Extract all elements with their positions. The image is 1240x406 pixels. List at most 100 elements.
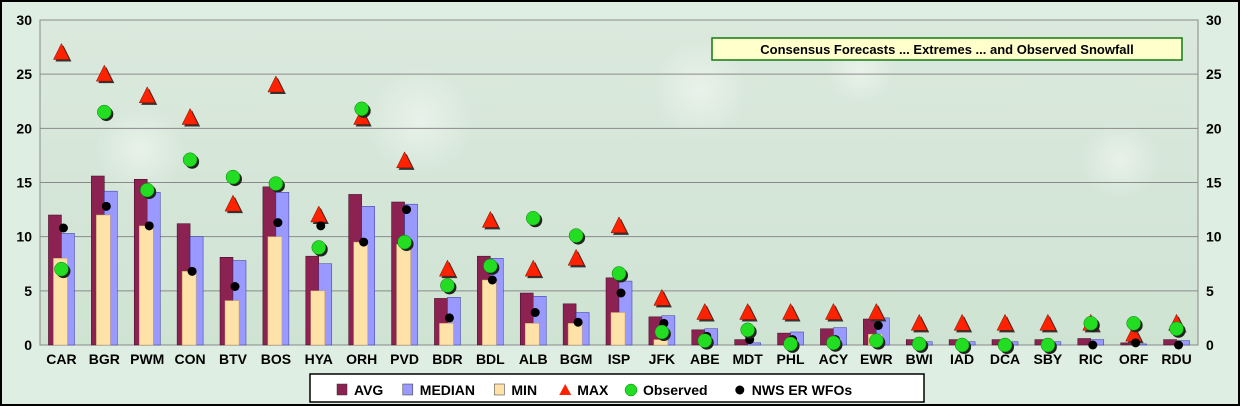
y-tick-label-left: 10 — [16, 229, 32, 245]
x-tick-label: IAD — [950, 351, 974, 367]
chart-title-box: Consensus Forecasts ... Extremes ... and… — [711, 37, 1183, 61]
x-tick-label: BTV — [219, 351, 248, 367]
marker-observed — [954, 337, 970, 353]
x-tick-label: ORH — [346, 351, 377, 367]
x-tick-label: MDT — [733, 351, 764, 367]
x-tick-label: ISP — [608, 351, 631, 367]
bar-min — [524, 323, 540, 346]
marker-nws — [316, 221, 326, 231]
marker-max — [567, 248, 585, 266]
marker-max — [953, 313, 971, 331]
bar-median — [747, 342, 761, 346]
marker-observed — [182, 152, 198, 167]
bar-min — [267, 236, 283, 346]
legend-label: Observed — [643, 382, 708, 398]
x-tick-label: ALB — [519, 351, 548, 367]
x-tick-label: EWR — [860, 351, 893, 367]
marker-observed — [268, 176, 284, 191]
marker-observed — [826, 335, 841, 351]
x-tick-label: BGM — [560, 351, 593, 367]
legend-label: MEDIAN — [420, 382, 475, 398]
marker-nws — [573, 317, 583, 327]
marker-nws — [444, 313, 454, 323]
y-tick-label-right: 10 — [1206, 229, 1222, 245]
marker-observed — [354, 101, 369, 117]
legend-symbol-nws — [735, 385, 745, 395]
bar-min — [53, 258, 68, 346]
bar-min — [181, 271, 197, 346]
x-tick-label: ORF — [1119, 351, 1149, 367]
marker-max — [138, 86, 156, 104]
x-tick-label: CON — [175, 351, 206, 367]
marker-observed — [654, 324, 670, 340]
x-tick-label: DCA — [990, 351, 1020, 367]
x-tick-label: PWM — [130, 351, 164, 367]
marker-max — [95, 64, 113, 82]
marker-max — [53, 42, 70, 60]
marker-observed — [440, 278, 455, 293]
y-axis-right: 0 5 10 15 20 25 30 — [1206, 12, 1222, 353]
marker-max — [224, 194, 242, 212]
marker-nws — [359, 237, 369, 247]
marker-observed — [568, 228, 584, 243]
marker-max — [867, 302, 885, 320]
x-tick-label: CAR — [46, 351, 76, 367]
marker-max — [610, 216, 628, 234]
x-tick-label: BGR — [89, 351, 120, 367]
marker-max — [524, 259, 542, 277]
marker-observed — [740, 322, 755, 338]
bar-min — [310, 290, 326, 346]
marker-observed — [783, 336, 798, 352]
y-tick-label-right: 0 — [1206, 337, 1214, 353]
marker-observed — [311, 240, 327, 255]
marker-observed — [997, 337, 1013, 353]
legend: AVG MEDIAN MIN MAX Observed NWS ER WFOs — [309, 373, 925, 403]
marker-nws — [487, 275, 497, 285]
y-tick-label-right: 30 — [1206, 12, 1222, 28]
marker-max — [481, 210, 499, 228]
marker-nws — [1088, 340, 1098, 350]
y-tick-label-right: 15 — [1206, 175, 1222, 191]
bar-min — [224, 300, 240, 346]
marker-observed — [483, 258, 498, 274]
x-tick-label: PHL — [777, 351, 805, 367]
marker-observed — [1169, 321, 1184, 336]
marker-nws — [101, 201, 111, 211]
bar-min — [482, 279, 497, 346]
marker-max — [181, 107, 199, 125]
legend-label: AVG — [354, 382, 383, 398]
marker-observed — [611, 266, 627, 281]
marker-observed — [869, 333, 884, 348]
marker-nws — [616, 288, 626, 298]
marker-nws — [1174, 340, 1184, 350]
bar-min — [567, 323, 583, 346]
bar-min — [353, 241, 368, 346]
marker-observed — [225, 169, 241, 185]
marker-max — [1039, 313, 1057, 331]
marker-observed — [697, 333, 713, 348]
y-axis-left: 0 5 10 15 20 25 30 — [16, 12, 32, 353]
marker-max — [996, 313, 1014, 331]
legend-label: MAX — [577, 382, 609, 398]
x-tick-label: BWI — [906, 351, 933, 367]
marker-observed — [97, 104, 112, 120]
marker-observed — [1126, 316, 1141, 331]
marker-max — [653, 288, 671, 306]
x-tick-label: ACY — [819, 351, 849, 367]
y-tick-label-right: 5 — [1206, 283, 1214, 299]
y-tick-label-left: 15 — [16, 175, 32, 191]
bar-min — [610, 312, 626, 346]
legend-symbol-max — [559, 384, 572, 395]
marker-max — [396, 151, 413, 169]
y-tick-label-left: 30 — [16, 12, 32, 28]
bar-series — [48, 175, 1190, 346]
chart-title: Consensus Forecasts ... Extremes ... and… — [760, 42, 1134, 57]
legend-symbol-avg — [336, 383, 348, 396]
bar-min — [439, 323, 454, 346]
legend-symbol-min — [494, 383, 505, 396]
x-tick-label: BDL — [476, 351, 505, 367]
x-axis-labels: CAR BGR PWM CON BTV BOS HYA ORH PVD BDR BDL ALB BGM I… — [46, 351, 1191, 367]
marker-max — [739, 302, 757, 320]
marker-observed — [525, 211, 541, 226]
marker-nws — [187, 266, 197, 276]
